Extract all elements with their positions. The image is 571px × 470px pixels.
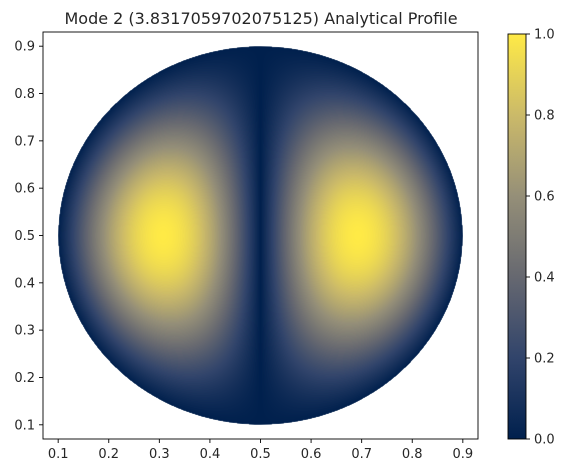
colorbar: 0.0 0.2 0.4 0.6 0.8 1.0 [507, 28, 555, 448]
x-tick-label: 0.1 [48, 447, 69, 462]
x-tick-label: 0.3 [149, 447, 170, 462]
y-tick-label: 0.6 [14, 182, 35, 197]
colorbar-gradient [507, 33, 527, 440]
x-tick-label: 0.8 [402, 447, 423, 462]
x-tick-label: 0.4 [200, 447, 221, 462]
y-tick-label: 0.8 [14, 87, 35, 102]
y-axis: 0.1 0.2 0.3 0.4 0.5 0.6 0.7 0.8 0.9 [14, 40, 43, 433]
y-tick-label: 0.7 [14, 134, 35, 149]
x-tick-label: 0.6 [301, 447, 322, 462]
x-tick-label: 0.9 [452, 447, 473, 462]
colorbar-tick-label: 0.0 [534, 433, 555, 448]
heatmap-field [58, 46, 463, 425]
y-tick-label: 0.3 [14, 324, 35, 339]
chart-title: Mode 2 (3.8317059702075125) Analytical P… [64, 9, 457, 28]
y-tick-label: 0.1 [14, 418, 35, 433]
x-tick-label: 0.7 [351, 447, 372, 462]
heatmap [58, 46, 463, 425]
y-tick-label: 0.5 [14, 229, 35, 244]
colorbar-tick-label: 0.8 [534, 109, 555, 124]
colorbar-tick-label: 0.2 [534, 352, 555, 367]
y-tick-label: 0.2 [14, 371, 35, 386]
y-tick-label: 0.4 [14, 276, 35, 291]
x-tick-label: 0.5 [250, 447, 271, 462]
x-axis: 0.1 0.2 0.3 0.4 0.5 0.6 0.7 0.8 0.9 [48, 439, 473, 462]
colorbar-tick-label: 0.6 [534, 190, 555, 205]
colorbar-tick-label: 1.0 [534, 28, 555, 43]
colorbar-tick-label: 0.4 [534, 271, 555, 286]
x-tick-label: 0.2 [98, 447, 119, 462]
y-tick-label: 0.9 [14, 40, 35, 55]
